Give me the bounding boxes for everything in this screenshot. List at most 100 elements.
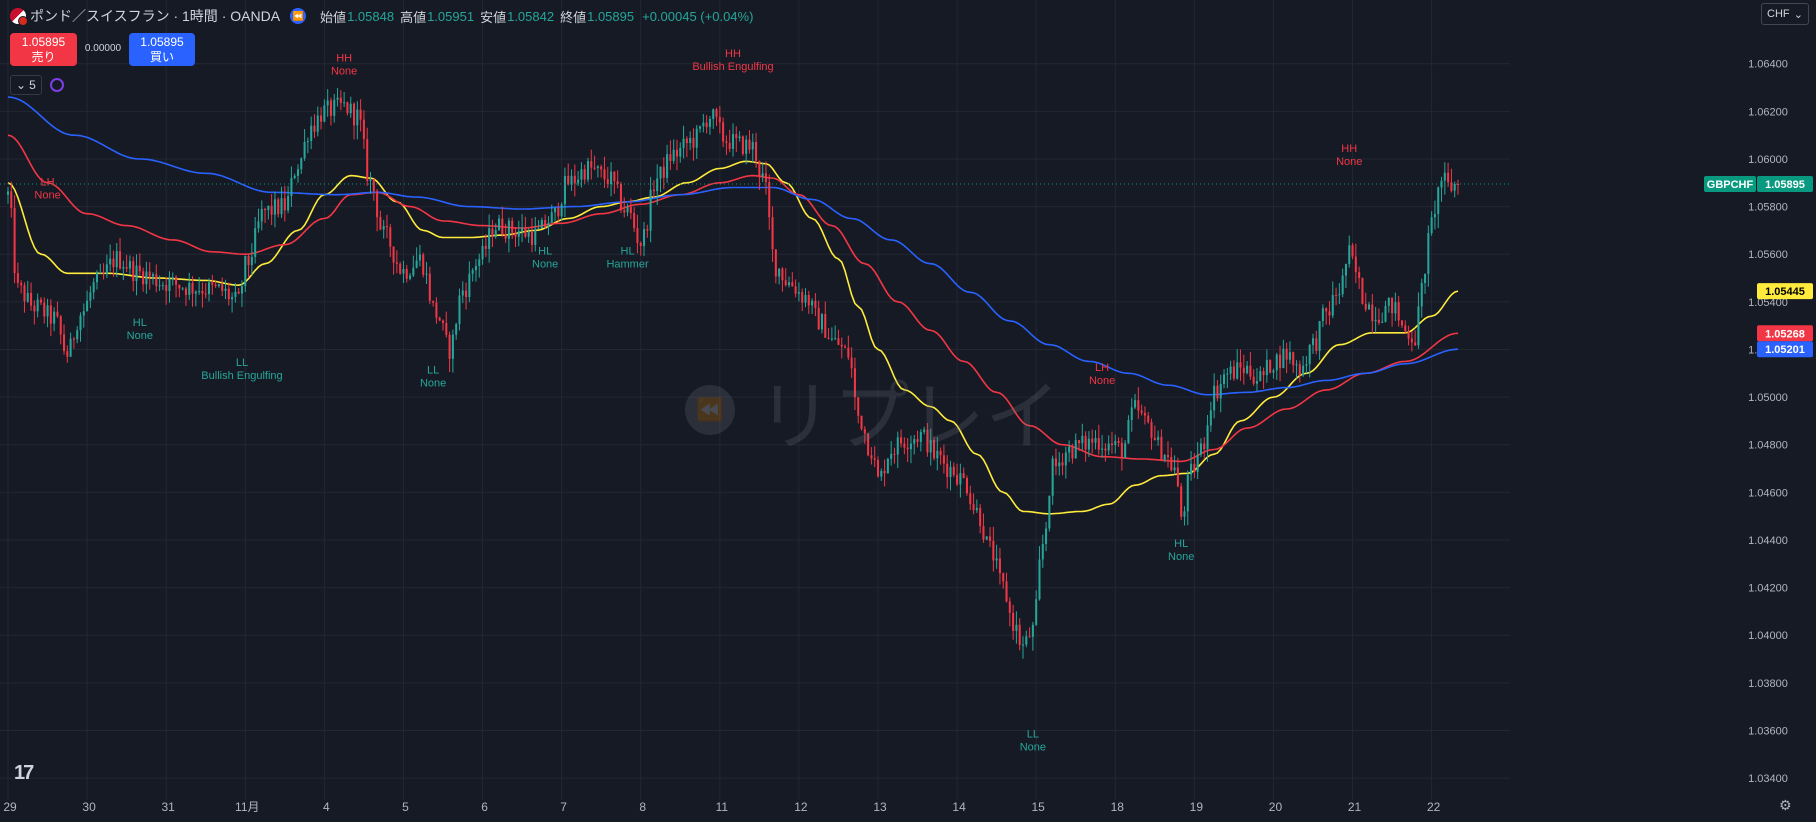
candle-body <box>399 263 402 274</box>
price-labels: GBPCHF 1.05895 1.05445 1.05268 1.05201 <box>0 175 1813 358</box>
candle-body <box>1124 443 1127 458</box>
indicator-toggle-button[interactable]: ⌄ 5 <box>10 75 42 95</box>
close-value: 1.05895 <box>587 8 635 24</box>
candle-body <box>178 284 181 289</box>
candle-body <box>95 273 98 283</box>
candle-body <box>1328 311 1331 316</box>
open-label: 始値 <box>320 9 347 25</box>
candle-body <box>1163 455 1166 461</box>
candle-body <box>1318 321 1321 351</box>
candle-body <box>1038 559 1041 600</box>
candle-body <box>122 267 125 269</box>
buy-button[interactable]: 1.05895 買い <box>129 33 195 66</box>
candle-body <box>689 137 692 144</box>
candle-body <box>132 261 135 282</box>
sell-button[interactable]: 1.05895 売り <box>10 33 77 66</box>
candle-body <box>1137 400 1140 411</box>
symbol-badge-label: GBPCHF <box>1707 179 1754 191</box>
candle-body <box>774 249 777 277</box>
candles <box>6 88 1460 659</box>
candle-body <box>267 205 270 211</box>
candle-body <box>451 334 454 359</box>
candle-body <box>712 109 715 120</box>
candle-body <box>919 431 922 442</box>
candle-body <box>1249 365 1252 377</box>
y-tick-label: 1.05000 <box>1748 392 1788 404</box>
candle-body <box>1015 624 1018 631</box>
replay-icon[interactable]: ⏪ <box>290 8 307 24</box>
candle-body <box>290 178 293 197</box>
candle-body <box>247 255 250 266</box>
candle-body <box>725 141 728 143</box>
price-tag <box>1757 325 1813 342</box>
candle-body <box>283 198 286 211</box>
candle-body <box>1021 644 1025 646</box>
candle-body <box>560 204 563 217</box>
candle-body <box>76 330 79 340</box>
candle-body <box>537 228 540 230</box>
candle-body <box>1358 272 1361 279</box>
candle-body <box>6 191 10 195</box>
candle-body <box>366 139 369 181</box>
candle-body <box>349 103 352 114</box>
chart-grid <box>0 0 1510 800</box>
candle-body <box>804 295 807 303</box>
gear-icon[interactable]: ⚙ <box>1779 797 1792 813</box>
candle-body <box>1127 419 1130 444</box>
candle-body <box>870 455 873 459</box>
candle-body <box>1420 282 1423 307</box>
y-tick-label: 1.03400 <box>1748 773 1788 785</box>
candle-body <box>969 493 972 505</box>
candle-body <box>471 270 474 274</box>
high-label: 高値 <box>400 9 427 25</box>
candle-body <box>880 470 883 477</box>
candle-body <box>264 208 267 211</box>
candle-body <box>1176 467 1179 487</box>
candle-body <box>418 254 421 261</box>
buy-label: 買い <box>149 50 174 64</box>
candle-body <box>507 220 510 239</box>
time-axis: 29 30 31 11月 4 5 6 7 8 11 12 13 14 15 18 19 20 21 22 <box>3 800 1440 814</box>
candle-body <box>705 122 708 128</box>
candle-body <box>395 262 398 264</box>
y-tick-label: 1.06200 <box>1748 106 1788 118</box>
candle-body <box>926 429 929 453</box>
candle-body <box>30 292 33 306</box>
candle-body <box>1305 364 1308 366</box>
candle-body <box>1269 360 1272 373</box>
candle-body <box>1166 455 1170 458</box>
candle-body <box>237 291 240 294</box>
candle-body <box>959 473 962 485</box>
symbol-title[interactable]: ポンド／スイスフラン · 1時間 · OANDA <box>30 8 281 24</box>
candle-body <box>382 226 385 230</box>
candle-body <box>876 459 880 477</box>
candle-body <box>844 346 847 348</box>
change-value: +0.00045 (+0.04%) <box>642 8 754 24</box>
candle-body <box>916 439 919 442</box>
candle-body <box>428 273 431 301</box>
candle-body <box>10 191 13 208</box>
candle-body <box>1025 636 1028 645</box>
candle-body <box>936 450 939 459</box>
candle-body <box>567 175 570 185</box>
candle-body <box>333 99 336 116</box>
currency-selector[interactable]: CHF ⌄ <box>1761 3 1809 25</box>
candle-body <box>1117 440 1120 443</box>
y-tick-label: 1.03800 <box>1748 678 1788 690</box>
candle-body <box>1265 360 1268 376</box>
candle-body <box>211 282 214 285</box>
candle-body <box>1262 371 1265 376</box>
candle-body <box>1279 354 1282 369</box>
tradingview-logo[interactable]: 17 <box>14 762 34 784</box>
candle-body <box>847 347 850 358</box>
candle-body <box>751 142 754 150</box>
candle-body <box>1447 172 1450 183</box>
candle-body <box>438 317 441 321</box>
candle-body <box>669 154 672 161</box>
candle-body <box>448 334 451 359</box>
candle-body <box>794 286 797 294</box>
candle-body <box>491 228 494 237</box>
candle-body <box>1002 573 1005 582</box>
